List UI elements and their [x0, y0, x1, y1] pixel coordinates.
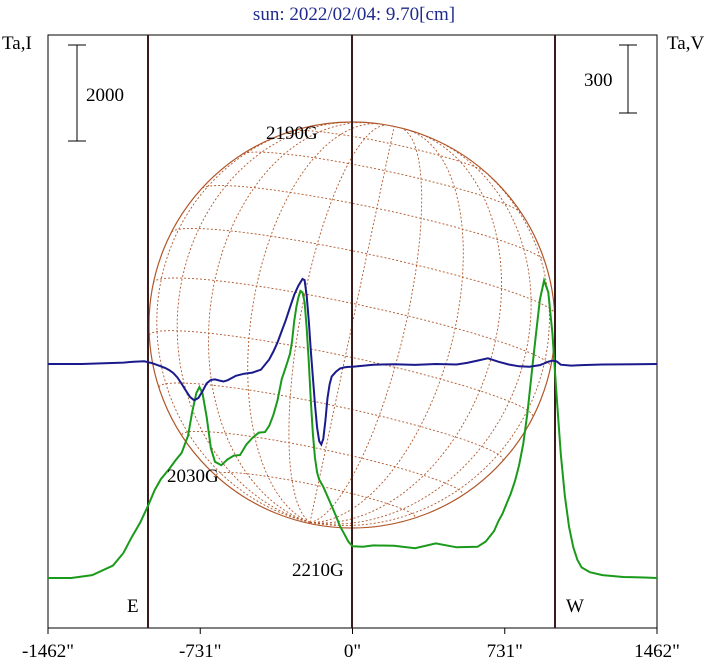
scale-bar-left-value: 2000: [86, 85, 124, 106]
longitude-line: [309, 128, 423, 523]
chart-title: sun: 2022/02/04: 9.70[cm]: [253, 4, 455, 25]
longitude-line: [156, 125, 313, 523]
west-label: W: [566, 596, 584, 617]
longitude-line: [288, 124, 387, 523]
x-tick-label: 1462": [634, 641, 680, 662]
scale-bar-right: [619, 44, 637, 114]
annotation-2210g: 2210G: [292, 560, 344, 581]
right-axis-label: Ta,V: [667, 33, 704, 54]
annotation-2030g: 2030G: [167, 466, 219, 487]
longitude-line: [176, 121, 358, 523]
x-tick-label: 731": [487, 641, 523, 662]
scale-bar-left: [68, 44, 86, 142]
longitude-line: [247, 123, 379, 523]
x-tick-label: -1462": [22, 641, 74, 662]
longitude-line: [309, 131, 502, 524]
latitude-line: [148, 330, 534, 417]
solar-disk-grid: [148, 121, 556, 529]
longitude-line: [309, 158, 550, 527]
longitude-line: [208, 122, 373, 523]
x-tick-label: 0": [344, 641, 361, 662]
longitude-line: [309, 136, 532, 525]
series-line-ta-v: [48, 277, 658, 447]
latitude-line: [243, 151, 522, 213]
annotation-2190g: 2190G: [266, 123, 318, 144]
x-axis-ticks: -1462" -731" 0" 731" 1462": [22, 628, 680, 662]
x-tick-label: -731": [179, 641, 222, 662]
longitude-line: [309, 126, 395, 523]
latitude-line: [171, 228, 556, 314]
scale-bar-right-value: 300: [584, 70, 613, 91]
left-axis-label: Ta,I: [2, 33, 32, 54]
latitude-line: [291, 130, 487, 173]
longitude-line: [309, 129, 464, 523]
series-line-ta-i: [48, 276, 658, 579]
east-label: E: [127, 596, 139, 617]
